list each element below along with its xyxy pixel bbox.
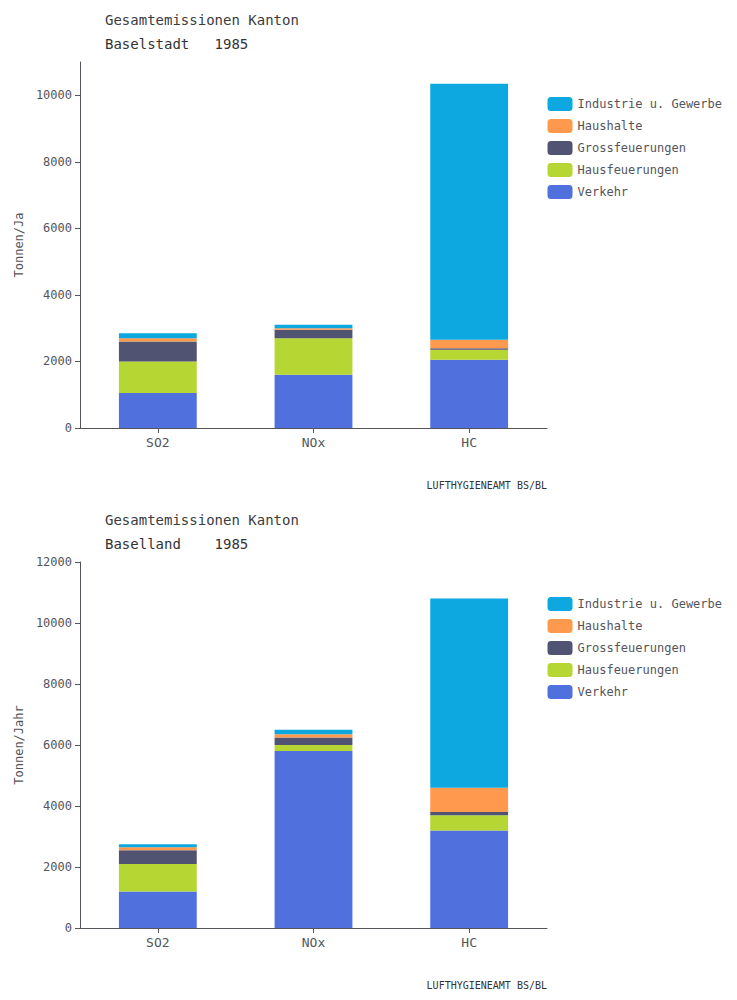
- svg-text:Tonnen/Jahr: Tonnen/Jahr: [12, 705, 26, 784]
- svg-text:12000: 12000: [36, 555, 72, 569]
- svg-text:2000: 2000: [43, 860, 72, 874]
- svg-text:Baselstadt 1985: Baselstadt 1985: [105, 36, 248, 52]
- svg-text:HC: HC: [461, 435, 477, 450]
- svg-text:LUFTHYGIENEAMT BS/BL: LUFTHYGIENEAMT BS/BL: [427, 480, 547, 491]
- svg-text:10000: 10000: [36, 616, 72, 630]
- svg-text:0: 0: [65, 921, 72, 935]
- svg-text:Grossfeuerungen: Grossfeuerungen: [578, 641, 686, 655]
- svg-text:Hausfeuerungen: Hausfeuerungen: [578, 663, 679, 677]
- svg-text:4000: 4000: [43, 799, 72, 813]
- svg-text:HC: HC: [461, 935, 477, 950]
- svg-text:Industrie u. Gewerbe: Industrie u. Gewerbe: [578, 597, 723, 611]
- svg-text:8000: 8000: [43, 677, 72, 691]
- svg-text:Gesamtemissionen Kanton: Gesamtemissionen Kanton: [105, 12, 299, 28]
- svg-text:10000: 10000: [36, 88, 72, 102]
- svg-text:Tonnen/Ja: Tonnen/Ja: [12, 212, 26, 277]
- svg-text:Industrie u. Gewerbe: Industrie u. Gewerbe: [578, 97, 723, 111]
- svg-text:4000: 4000: [43, 288, 72, 302]
- svg-text:2000: 2000: [43, 354, 72, 368]
- svg-text:Verkehr: Verkehr: [578, 685, 629, 699]
- svg-text:NOx: NOx: [302, 935, 326, 950]
- svg-text:Baselland 1985: Baselland 1985: [105, 536, 248, 552]
- svg-text:Gesamtemissionen Kanton: Gesamtemissionen Kanton: [105, 512, 299, 528]
- svg-text:Haushalte: Haushalte: [578, 119, 643, 133]
- svg-text:0: 0: [65, 421, 72, 435]
- svg-text:6000: 6000: [43, 738, 72, 752]
- svg-text:8000: 8000: [43, 155, 72, 169]
- svg-text:Hausfeuerungen: Hausfeuerungen: [578, 163, 679, 177]
- svg-text:Verkehr: Verkehr: [578, 185, 629, 199]
- svg-text:Haushalte: Haushalte: [578, 619, 643, 633]
- svg-text:SO2: SO2: [146, 935, 169, 950]
- svg-text:NOx: NOx: [302, 435, 326, 450]
- svg-text:Grossfeuerungen: Grossfeuerungen: [578, 141, 686, 155]
- svg-text:LUFTHYGIENEAMT BS/BL: LUFTHYGIENEAMT BS/BL: [427, 980, 547, 991]
- svg-text:SO2: SO2: [146, 435, 169, 450]
- svg-text:6000: 6000: [43, 221, 72, 235]
